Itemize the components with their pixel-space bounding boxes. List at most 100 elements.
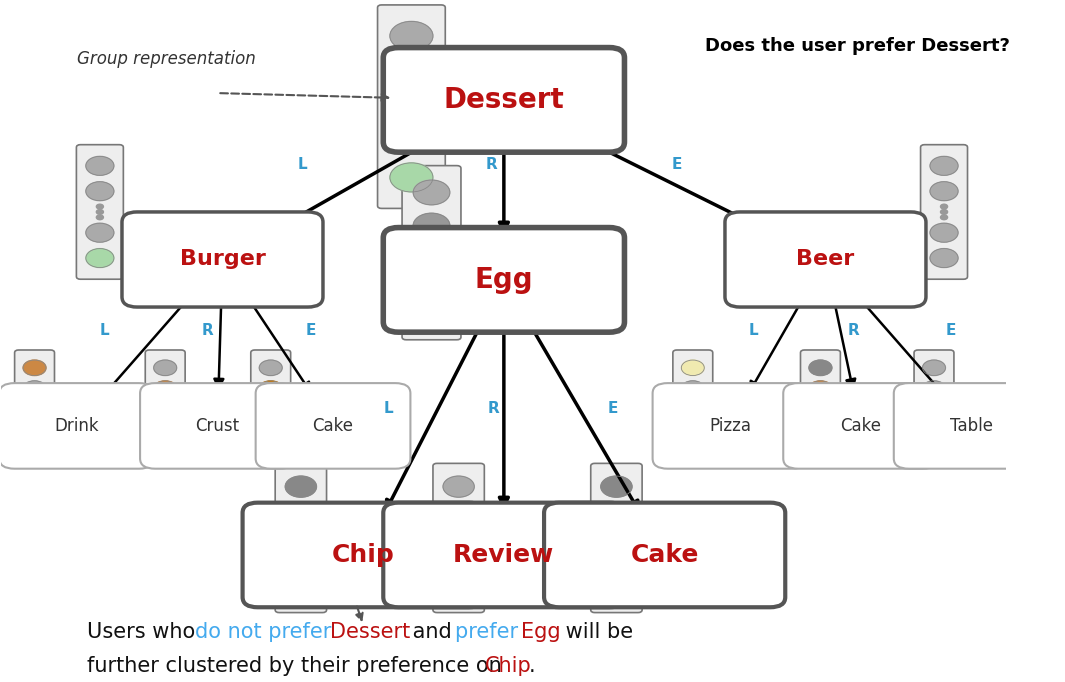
Text: Drink: Drink	[54, 417, 99, 435]
Circle shape	[455, 535, 462, 541]
Text: E: E	[946, 323, 956, 338]
Circle shape	[601, 579, 632, 600]
Circle shape	[682, 436, 704, 451]
Text: Egg: Egg	[475, 266, 534, 294]
Circle shape	[931, 399, 937, 403]
FancyBboxPatch shape	[122, 212, 323, 307]
Text: R: R	[201, 323, 213, 338]
FancyBboxPatch shape	[378, 5, 445, 209]
Circle shape	[931, 404, 937, 407]
FancyBboxPatch shape	[894, 383, 1049, 469]
Circle shape	[23, 415, 46, 430]
Circle shape	[406, 111, 416, 119]
Circle shape	[153, 436, 177, 451]
Circle shape	[32, 399, 37, 403]
FancyBboxPatch shape	[243, 503, 484, 607]
Circle shape	[922, 415, 946, 430]
Circle shape	[922, 360, 946, 376]
Text: L: L	[383, 402, 393, 417]
FancyBboxPatch shape	[914, 350, 954, 461]
Text: Crust: Crust	[195, 417, 240, 435]
FancyBboxPatch shape	[725, 212, 925, 307]
Circle shape	[413, 213, 449, 238]
Circle shape	[162, 404, 168, 407]
Circle shape	[690, 408, 695, 412]
Text: prefer: prefer	[456, 622, 525, 642]
Circle shape	[682, 415, 704, 430]
Circle shape	[267, 408, 274, 412]
Circle shape	[96, 215, 103, 220]
Text: E: E	[607, 402, 618, 417]
FancyBboxPatch shape	[141, 383, 295, 469]
Circle shape	[940, 215, 948, 220]
FancyBboxPatch shape	[920, 145, 967, 279]
Circle shape	[32, 404, 37, 407]
FancyBboxPatch shape	[544, 503, 785, 607]
Circle shape	[455, 529, 462, 535]
FancyBboxPatch shape	[15, 350, 54, 461]
FancyBboxPatch shape	[275, 463, 327, 612]
Circle shape	[96, 209, 103, 214]
Circle shape	[32, 408, 37, 412]
FancyBboxPatch shape	[673, 350, 712, 461]
Circle shape	[427, 243, 437, 249]
Circle shape	[690, 404, 695, 407]
Circle shape	[390, 21, 432, 50]
Circle shape	[86, 249, 114, 267]
Circle shape	[86, 156, 114, 175]
Text: Group representation: Group representation	[77, 50, 256, 68]
FancyBboxPatch shape	[403, 166, 461, 340]
FancyBboxPatch shape	[77, 145, 124, 279]
Text: R: R	[486, 157, 497, 172]
Circle shape	[601, 550, 632, 572]
Circle shape	[86, 181, 114, 201]
Text: E: E	[306, 323, 316, 338]
Circle shape	[86, 223, 114, 242]
Text: do not prefer: do not prefer	[195, 622, 339, 642]
Text: will be: will be	[558, 622, 633, 642]
Text: Does the user prefer Dessert?: Does the user prefer Dessert?	[705, 37, 1010, 55]
Circle shape	[390, 124, 432, 153]
Circle shape	[23, 360, 46, 376]
FancyBboxPatch shape	[250, 350, 291, 461]
Circle shape	[809, 381, 832, 396]
Text: L: L	[749, 323, 758, 338]
FancyBboxPatch shape	[256, 383, 410, 469]
FancyBboxPatch shape	[801, 350, 840, 461]
Text: Review: Review	[454, 543, 555, 567]
Circle shape	[682, 381, 704, 396]
Circle shape	[455, 542, 462, 547]
Circle shape	[23, 381, 46, 396]
Text: R: R	[848, 323, 859, 338]
Circle shape	[297, 529, 305, 535]
Circle shape	[682, 360, 704, 376]
Circle shape	[443, 504, 474, 525]
FancyBboxPatch shape	[433, 463, 485, 612]
Circle shape	[390, 163, 432, 192]
Text: .: .	[528, 655, 536, 676]
Text: L: L	[298, 157, 308, 172]
Circle shape	[931, 408, 937, 412]
Circle shape	[690, 399, 695, 403]
Circle shape	[922, 436, 946, 451]
Circle shape	[818, 399, 823, 403]
FancyBboxPatch shape	[383, 48, 624, 152]
FancyBboxPatch shape	[383, 228, 624, 332]
FancyBboxPatch shape	[653, 383, 807, 469]
Circle shape	[612, 535, 621, 541]
Circle shape	[809, 415, 832, 430]
Text: Dessert: Dessert	[330, 622, 410, 642]
Circle shape	[153, 415, 177, 430]
Circle shape	[259, 436, 282, 451]
Circle shape	[930, 156, 958, 175]
Text: Cake: Cake	[312, 417, 354, 435]
FancyBboxPatch shape	[145, 350, 185, 461]
Circle shape	[930, 223, 958, 242]
Text: Egg: Egg	[521, 622, 561, 642]
Text: R: R	[488, 402, 499, 417]
Circle shape	[930, 181, 958, 201]
Circle shape	[96, 204, 103, 209]
Circle shape	[612, 542, 621, 547]
Circle shape	[940, 209, 948, 214]
Circle shape	[443, 550, 474, 572]
